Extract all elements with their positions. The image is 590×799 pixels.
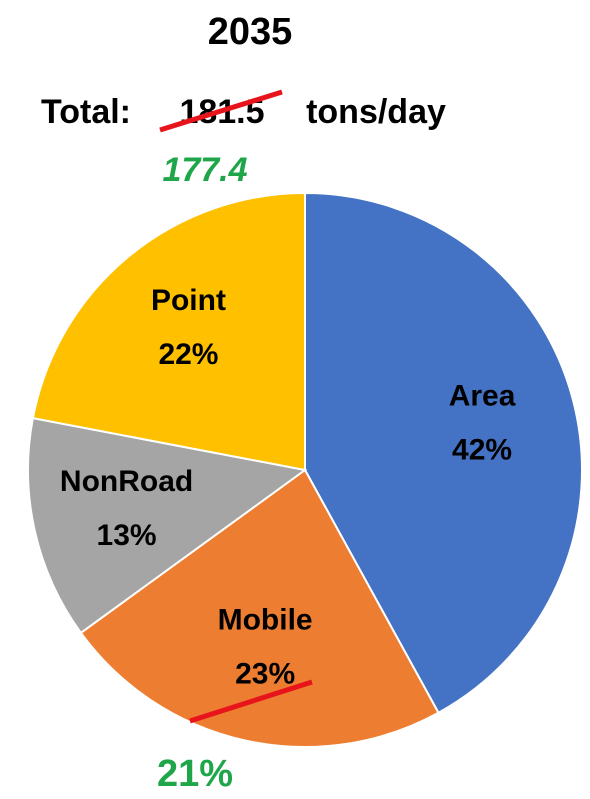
slice-value: 22%	[158, 338, 218, 371]
strike	[189, 679, 313, 724]
slice-value: 13%	[97, 519, 157, 552]
slice-value: 23%	[235, 657, 295, 690]
strike	[159, 89, 283, 133]
slice-name: Point	[151, 284, 226, 317]
revised-total: 177.4	[162, 151, 247, 189]
slice-name: NonRoad	[60, 465, 193, 498]
total-unit: tons/day	[306, 93, 446, 131]
slice-name: Area	[449, 379, 516, 412]
slice-value: 42%	[452, 433, 512, 466]
labels: Area 42% Mobile 23% NonRoad 13% Point 22%	[60, 284, 516, 690]
slice	[27, 416, 308, 635]
chart-title: 2035	[208, 11, 293, 53]
annotation: 21%	[157, 753, 233, 795]
pie	[27, 191, 583, 748]
slice	[79, 468, 440, 748]
slice	[304, 191, 583, 715]
slice-name: Mobile	[218, 603, 313, 636]
slice	[31, 191, 306, 472]
total-label: Total:	[41, 93, 131, 131]
